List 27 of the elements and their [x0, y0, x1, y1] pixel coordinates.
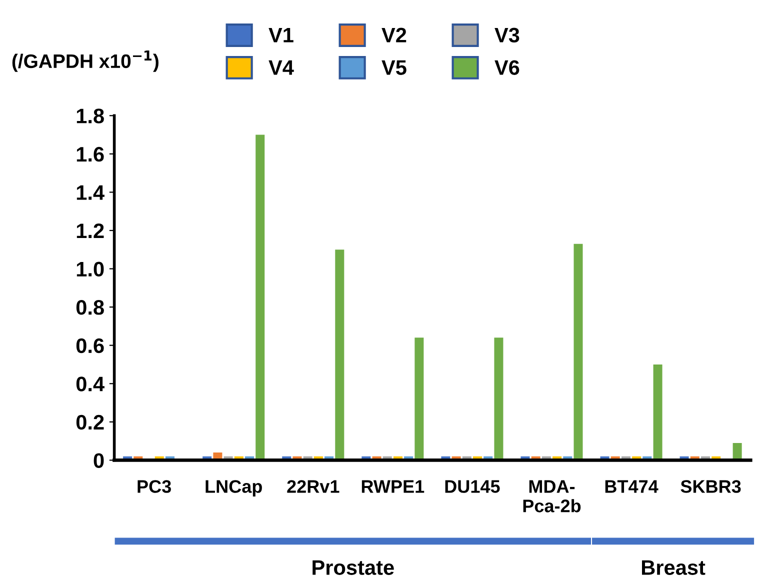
text: Prostate — [312, 560, 394, 575]
legend-label: V6 — [494, 60, 520, 75]
x-tick-label: LNCap — [206, 480, 262, 496]
legend-label: V2 — [382, 28, 406, 42]
text: Breast — [642, 560, 706, 575]
x-tick-label: SKBR3 — [680, 480, 741, 493]
legend-label: V5 — [382, 60, 406, 75]
y-tick-label: 1.0 — [76, 262, 104, 277]
y-tick-label: 0.6 — [76, 338, 104, 354]
x-tick-label: PC3 — [138, 480, 171, 493]
y-tick-label: 1.4 — [76, 185, 104, 200]
legend-label: V1 — [268, 28, 294, 42]
x-tick-label: RWPE1 — [362, 480, 424, 493]
y-tick-label: 0.2 — [76, 414, 104, 430]
y-tick-label: 0 — [94, 453, 104, 468]
x-tick-label: DU145 — [445, 480, 500, 493]
y-axis-title: (/GAPDH x10$^{−1}$) — [12, 50, 158, 72]
x-tick-label: MDA- Pca-2b — [523, 480, 581, 512]
y-tick-label: 0.4 — [76, 376, 104, 392]
x-tick-label: BT474 — [605, 480, 658, 493]
y-tick-label: 1.2 — [76, 223, 104, 238]
legend-label: V3 — [494, 28, 520, 43]
x-tick-label: 22Rv1 — [287, 480, 340, 493]
y-tick-label: 1.6 — [76, 146, 104, 162]
legend-label: V4 — [268, 60, 294, 75]
y-tick-label: 0.8 — [76, 300, 104, 315]
y-tick-label: 1.8 — [76, 108, 104, 124]
